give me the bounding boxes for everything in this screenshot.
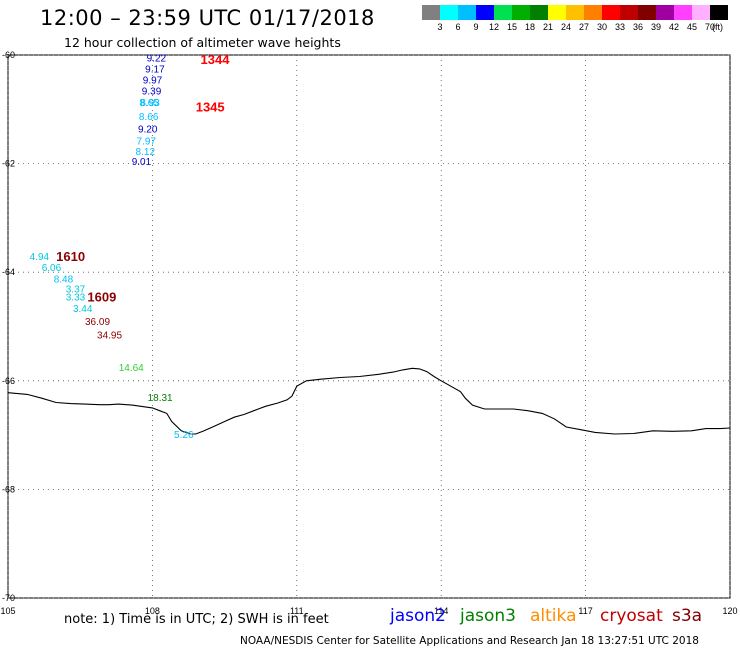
legend-tick-label: 30 [596, 22, 607, 32]
wave-height-value: 4.94 [30, 252, 50, 263]
legend-tick-label: 12 [488, 22, 499, 32]
legend-tick-label: 6 [455, 22, 461, 32]
wave-height-value: 36.09 [85, 317, 110, 328]
legend-color-cell [566, 5, 584, 20]
pass-time-label: 1345 [196, 100, 225, 115]
lat-tick-label: -68 [2, 484, 15, 494]
coastline [7, 367, 731, 435]
wave-height-value: 9.39 [142, 86, 162, 97]
lon-tick-label: 120 [722, 606, 737, 616]
legend-tick-label: 36 [632, 22, 643, 32]
satellite-label-s3a: s3a [672, 606, 703, 626]
page-subtitle: 12 hour collection of altimeter wave hei… [64, 35, 341, 50]
pass-time-label: 1610 [56, 249, 85, 264]
footer-note: note: 1) Time is in UTC; 2) SWH is in fe… [64, 612, 329, 627]
legend-color-cell [530, 5, 548, 20]
lon-tick-label: 117 [578, 606, 592, 616]
wave-height-value: 34.95 [97, 331, 122, 342]
wave-height-value: 8.93 [140, 98, 160, 109]
wave-height-value: 9.97 [143, 75, 163, 86]
legend-color-cell [584, 5, 602, 20]
pass-time-label: 1344 [201, 52, 231, 67]
legend-color-cell [638, 5, 656, 20]
legend-color-cell [458, 5, 476, 20]
legend-color-cell [548, 5, 566, 20]
lat-tick-label: -60 [2, 50, 15, 60]
legend-tick-label: 33 [614, 22, 625, 32]
satellite-label-altika: altika [530, 606, 577, 626]
legend-color-cell [494, 5, 512, 20]
legend-tick-label: 70 [704, 22, 715, 32]
legend-tick-label: 15 [506, 22, 517, 32]
legend-color-cell [422, 5, 440, 20]
wave-height-value: 6.06 [42, 263, 62, 274]
wave-height-value: 9.20 [138, 124, 158, 135]
map-frame [7, 54, 731, 599]
wave-height-value: 14.64 [119, 363, 144, 374]
legend-tick-label: 3 [437, 22, 443, 32]
legend-unit-label: (ft) [712, 22, 723, 32]
legend-color-cell [692, 5, 710, 20]
lat-tick-label: -64 [2, 267, 15, 277]
wave-height-value: 8.66 [139, 112, 159, 123]
wave-height-value: 9.01 [132, 157, 152, 168]
page-title: 12:00 – 23:59 UTC 01/17/2018 [40, 6, 375, 30]
legend-tick-label: 24 [560, 22, 571, 32]
wave-height-value: 5.26 [174, 430, 194, 441]
color-scale-labels: 3 6 9 12 15 18 21 24 27 30 33 36 39 42 45 70 [422, 22, 719, 36]
lon-tick-label: 111 [290, 606, 304, 616]
satellite-label-jason3: jason3 [460, 606, 516, 626]
satellite-label-cryosat: cryosat [600, 606, 663, 626]
wave-height-value: 8.12 [136, 147, 156, 158]
wave-height-value: 18.31 [148, 393, 173, 404]
legend-tick-label: 18 [524, 22, 535, 32]
legend-tick-label: 21 [542, 22, 553, 32]
wave-height-value: 3.33 [66, 293, 86, 304]
legend-color-cell [602, 5, 620, 20]
legend-color-cell [674, 5, 692, 20]
legend-color-cell [476, 5, 494, 20]
legend-tick-label: 42 [668, 22, 679, 32]
wave-height-value: 3.37 [66, 284, 86, 295]
lon-tick-label: 108 [145, 606, 160, 616]
legend-color-cell [440, 5, 458, 20]
satellite-label-jason2: jason2 [390, 606, 446, 626]
wave-height-value: 9.22 [147, 54, 167, 65]
lat-tick-label: -66 [2, 376, 15, 386]
lat-tick-label: -70 [2, 593, 15, 603]
wave-height-value: 7.97 [137, 136, 157, 147]
legend-tick-label: 39 [650, 22, 661, 32]
lon-tick-label: 114 [434, 606, 448, 616]
legend-tick-label: 9 [473, 22, 479, 32]
legend-color-cell [620, 5, 638, 20]
wave-height-value: 3.44 [73, 304, 93, 315]
color-scale-legend [422, 5, 728, 20]
legend-tick-label: 45 [686, 22, 697, 32]
wave-height-value: 8.65 [139, 98, 159, 109]
lon-tick-label: 105 [0, 606, 15, 616]
pass-time-label: 1609 [87, 290, 116, 305]
lat-tick-label: -62 [2, 159, 15, 169]
wave-height-value: 9.17 [145, 65, 165, 76]
legend-color-cell [512, 5, 530, 20]
legend-tick-label: 27 [578, 22, 589, 32]
wave-height-value: 8.48 [54, 275, 74, 286]
legend-color-cell [656, 5, 674, 20]
legend-color-cell [710, 5, 728, 20]
footer-credit: NOAA/NESDIS Center for Satellite Applica… [240, 635, 699, 647]
